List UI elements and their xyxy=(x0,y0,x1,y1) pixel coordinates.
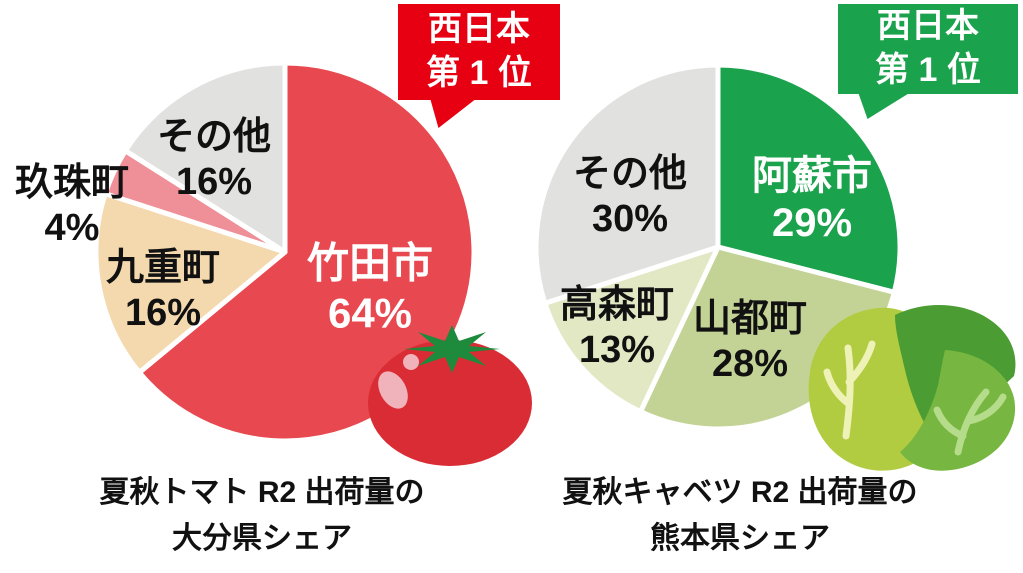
slice-percent: 13% xyxy=(578,329,656,371)
label-aso-slice: 阿蘇市 29% xyxy=(752,153,872,247)
slice-percent: 16% xyxy=(175,161,253,203)
tomato-illustration xyxy=(368,325,532,466)
badge-line: 第 1 位 xyxy=(426,54,532,92)
caption-line: 大分県シェア xyxy=(172,522,352,555)
cabbage-illustration xyxy=(808,305,1016,471)
cabbage-front-leaf xyxy=(900,350,1016,471)
slice-name: 玖珠町 xyxy=(14,162,130,205)
slice-percent: 28% xyxy=(711,343,789,385)
label-yamato-slice: 山都町 28% xyxy=(693,297,807,387)
slice-percent: 16% xyxy=(124,292,202,334)
caption-line: 夏秋トマト R2 出荷量の xyxy=(99,476,425,510)
label-takeda-slice: 竹田市 64% xyxy=(307,238,433,337)
left-pie-slice-3 xyxy=(122,60,288,255)
badge-line: 西日本 xyxy=(877,7,979,46)
badge-line: 第 1 位 xyxy=(875,51,981,89)
left-pie-slice-0 xyxy=(136,60,477,444)
slice-name: 山都町 xyxy=(692,298,808,341)
cabbage-back-veins xyxy=(823,340,876,440)
slice-percent: 64% xyxy=(327,289,413,336)
right-pie-caption: 夏秋キャベツ R2 出荷量の 熊本県シェア xyxy=(562,470,917,562)
west-japan-no1-badge-cabbage: 西日本 第 1 位 xyxy=(838,4,1018,94)
label-kokonoe-slice: 九重町 16% xyxy=(106,246,220,336)
slice-name: その他 xyxy=(156,116,272,159)
slice-name: 高森町 xyxy=(559,284,675,327)
label-others-right-slice: その他 30% xyxy=(573,152,687,242)
right-pie-slice-0 xyxy=(715,62,903,295)
tomato-highlight xyxy=(378,371,408,409)
label-takamori-slice: 高森町 13% xyxy=(560,283,674,373)
cabbage-front-veins xyxy=(933,388,1007,456)
caption-line: 夏秋キャベツ R2 出荷量の xyxy=(562,476,918,510)
badge-line: 西日本 xyxy=(428,10,530,49)
slice-percent: 4% xyxy=(44,207,100,249)
tomato-calyx-icon xyxy=(404,325,500,373)
slice-name: 九重町 xyxy=(105,247,221,290)
label-others-left-slice: その他 16% xyxy=(157,115,271,205)
slice-name: 竹田市 xyxy=(306,239,434,287)
caption-line: 熊本県シェア xyxy=(650,522,830,555)
slice-percent: 29% xyxy=(771,201,853,245)
slice-percent: 30% xyxy=(591,198,669,240)
left-pie-caption: 夏秋トマト R2 出荷量の 大分県シェア xyxy=(99,470,424,562)
west-japan-no1-badge-tomato: 西日本 第 1 位 xyxy=(398,4,560,100)
tomato-pie-chart xyxy=(93,60,477,444)
tomato-highlight-small xyxy=(403,354,419,370)
slice-name: その他 xyxy=(572,153,688,196)
right-pie-slice-2 xyxy=(542,244,721,415)
tomato-body xyxy=(368,340,532,466)
right-pie-slice-3 xyxy=(533,62,721,306)
label-kusu-slice: 玖珠町 4% xyxy=(15,161,129,251)
slice-name: 阿蘇市 xyxy=(752,153,872,198)
